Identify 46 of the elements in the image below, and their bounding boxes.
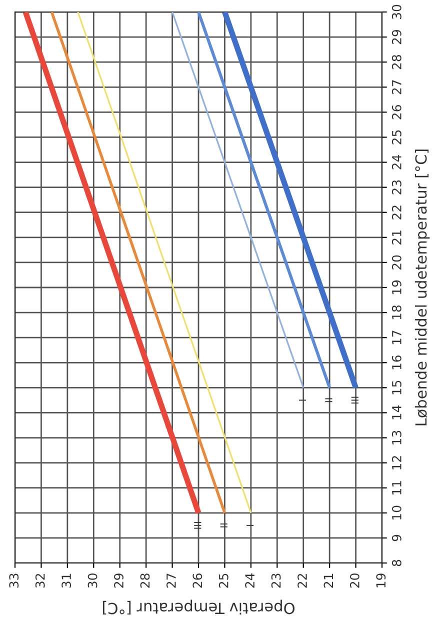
x-tick-label: 24 [245, 573, 254, 588]
y-tick-label: 18 [392, 305, 402, 320]
annotation: I [298, 400, 306, 401]
y-tick-label: 24 [392, 155, 402, 170]
y-tick-label: 27 [392, 80, 402, 94]
x-tick-label: 26 [192, 574, 202, 588]
y-tick-label: 10 [392, 506, 402, 520]
annotation: I [246, 524, 254, 526]
x-axis-title: Operativ Temperatur [°C] [102, 600, 294, 615]
x-tick-label: 32 [35, 574, 45, 588]
y-tick-label: 17 [392, 330, 402, 344]
x-tick-label: 21 [324, 574, 334, 588]
annotation: III [194, 522, 202, 529]
x-tick-label: 19 [376, 574, 386, 588]
x-tick-label: 23 [271, 574, 281, 588]
y-tick-label: 30 [392, 4, 402, 19]
annotation: II [220, 523, 228, 528]
y-tick-label: 11 [392, 481, 402, 494]
x-tick-label: 22 [298, 574, 307, 588]
y-tick-label: 15 [392, 380, 402, 394]
y-tick-label: 28 [392, 54, 402, 70]
y-tick-label: 12 [392, 456, 402, 470]
annotation: III [351, 396, 358, 404]
y-tick-label: 16 [392, 355, 402, 370]
x-tick-label: 27 [166, 574, 176, 588]
y-tick-label: 20 [392, 255, 402, 270]
y-tick-label: 23 [392, 180, 402, 194]
y-tick-label: 26 [392, 105, 402, 120]
y-tick-label: 22 [392, 206, 402, 220]
y-tick-label: 19 [392, 280, 402, 294]
annotation: II [325, 398, 332, 402]
y-tick-label: 21 [392, 230, 402, 244]
y-tick-label: 29 [392, 30, 402, 44]
x-tick-label: 20 [350, 574, 360, 588]
y-tick-label: 13 [392, 430, 402, 444]
x-tick-label: 30 [88, 574, 98, 588]
x-tick-label: 33 [9, 574, 19, 588]
y-tick-label: 9 [392, 534, 402, 542]
y-tick-label: 25 [392, 130, 402, 144]
x-tick-label: 29 [114, 574, 124, 588]
y-tick-label: 8 [392, 560, 402, 566]
x-tick-label: 25 [218, 574, 228, 588]
x-tick-label: 31 [62, 574, 72, 588]
y-tick-label: 14 [392, 405, 402, 420]
y-axis-title: Løbende middel udetemperatur [°C] [414, 150, 430, 426]
x-tick-label: 28 [140, 574, 150, 588]
